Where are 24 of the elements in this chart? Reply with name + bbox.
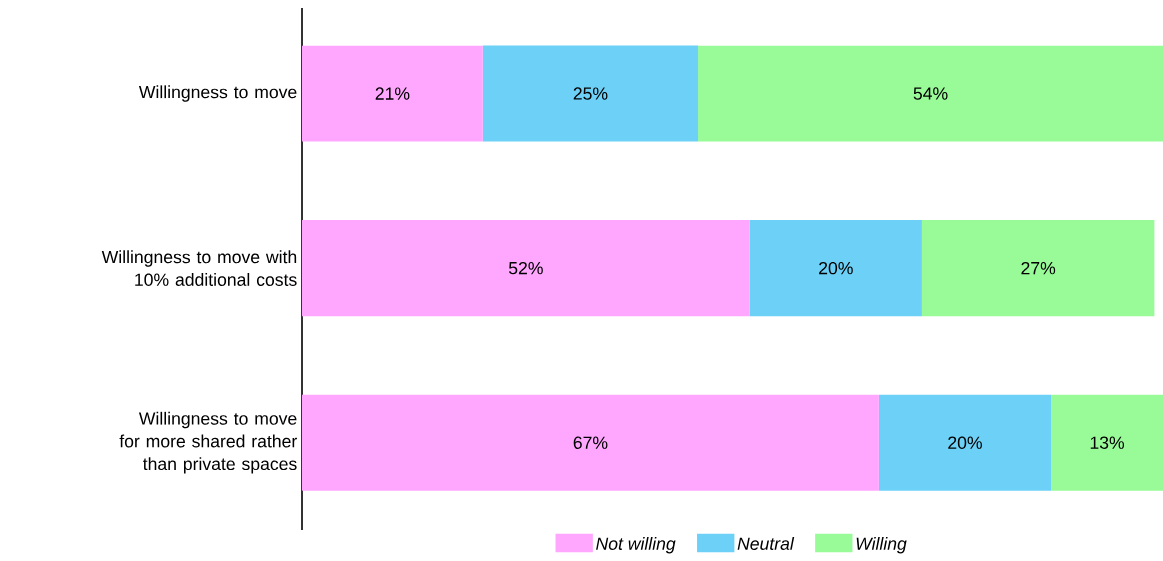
legend-label: Not willing <box>596 536 676 554</box>
data-label: 25% <box>573 87 608 100</box>
bar <box>749 220 922 317</box>
bar <box>921 220 1155 317</box>
bar <box>302 220 750 317</box>
bar <box>302 394 879 491</box>
y-tick-label: Willingness to move <box>138 85 297 102</box>
bar <box>878 394 1052 491</box>
legend-label: Willing <box>856 536 907 554</box>
bar <box>1051 394 1163 491</box>
bar <box>698 45 1163 142</box>
data-label: 20% <box>948 436 982 449</box>
y-tick-label: Willingness to move for more shared rather than private spaces <box>119 411 297 474</box>
bar <box>482 45 699 142</box>
data-label: 13% <box>1090 436 1125 449</box>
data-label: 20% <box>819 261 853 275</box>
data-label: 52% <box>508 261 543 275</box>
legend-label: Neutral <box>737 536 795 550</box>
data-label: 21% <box>375 87 410 100</box>
data-label: 27% <box>1021 261 1056 275</box>
bar <box>302 45 483 142</box>
y-tick-label: Willingness to move with 10% additional costs <box>101 250 297 286</box>
data-label: 67% <box>573 436 608 449</box>
data-label: 54% <box>913 87 948 100</box>
